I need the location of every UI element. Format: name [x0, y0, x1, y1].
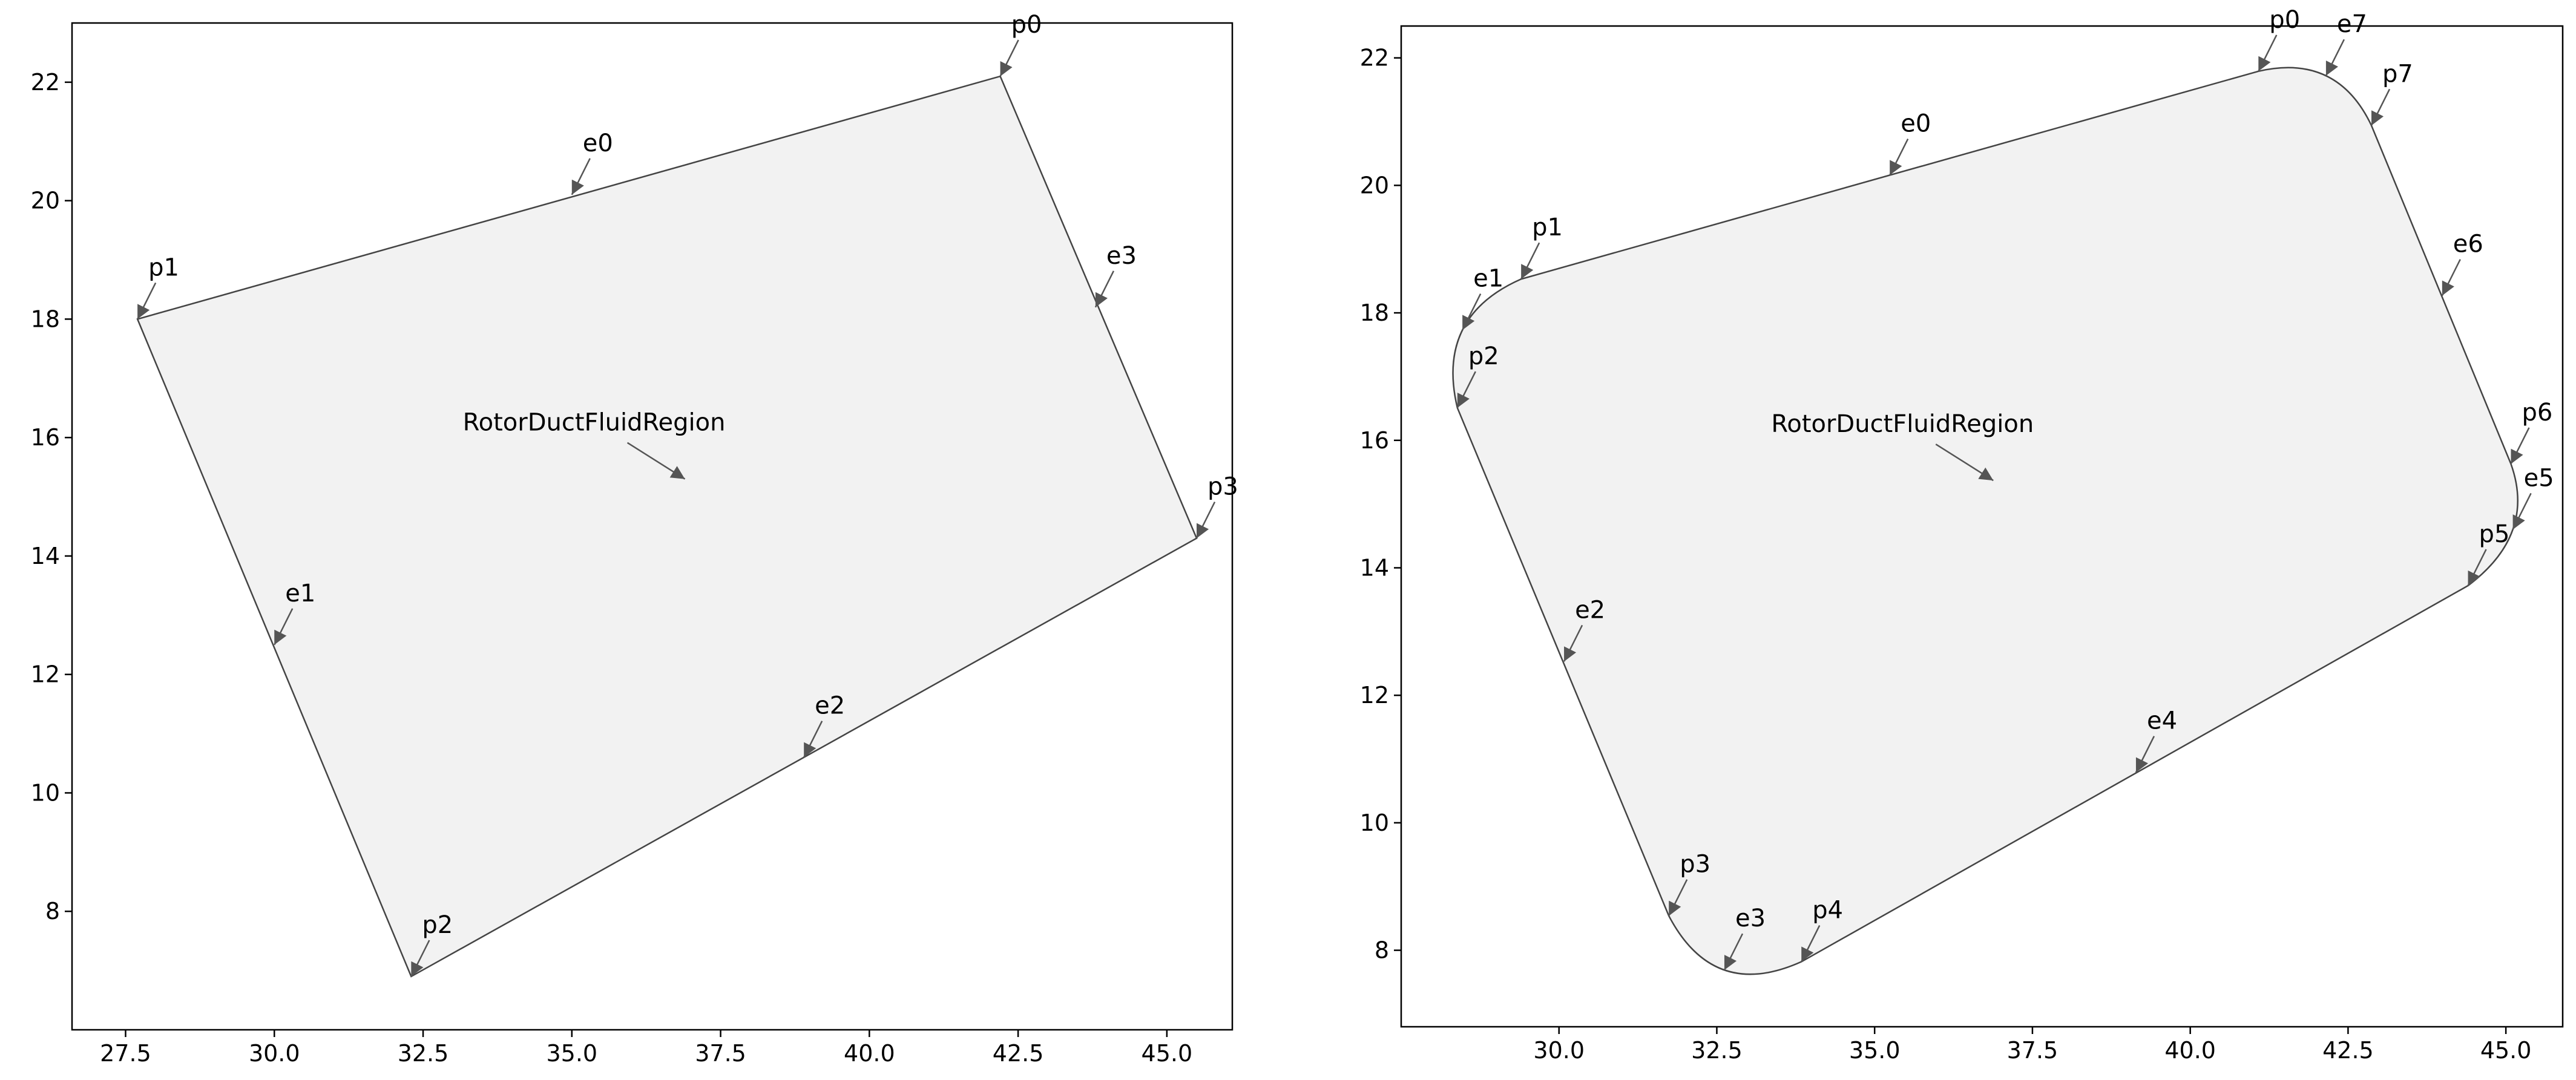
edge-label: e2 [815, 692, 845, 720]
y-tick-label: 10 [1360, 810, 1389, 836]
point-label: p3 [1208, 473, 1238, 501]
edge-label: e6 [2453, 231, 2483, 258]
region-label: RotorDuctFluidRegion [1771, 410, 2034, 438]
x-tick-label: 42.5 [2322, 1037, 2374, 1064]
y-tick-label: 10 [31, 779, 60, 806]
edge-arrow [1563, 624, 1583, 662]
x-tick-label: 40.0 [2164, 1037, 2216, 1064]
point-arrow [1456, 371, 1476, 408]
edge-arrow [1462, 293, 1482, 331]
y-tick-label: 14 [1360, 554, 1389, 581]
region-arrow [1935, 443, 1994, 482]
edge-label: e4 [2147, 707, 2177, 735]
point-arrow [2510, 427, 2530, 465]
edge-label: e2 [1575, 596, 1605, 624]
x-tick-label: 32.5 [1691, 1037, 1743, 1064]
region-arrow [626, 442, 686, 480]
y-tick-label: 12 [31, 661, 60, 688]
y-tick-label: 22 [31, 69, 60, 96]
point-arrow [2467, 549, 2487, 586]
point-arrow [2258, 34, 2278, 72]
point-arrow [1668, 879, 1688, 917]
point-label: p1 [1532, 214, 1563, 241]
point-label: p2 [422, 911, 453, 939]
point-arrow [999, 39, 1019, 77]
edge-label: e0 [1901, 110, 1931, 138]
x-tick-label: 30.0 [249, 1040, 300, 1067]
point-arrow [1195, 502, 1216, 539]
x-tick-label: 42.5 [993, 1040, 1044, 1067]
y-tick-label: 14 [31, 543, 60, 569]
x-tick-label: 45.0 [2480, 1037, 2532, 1064]
point-label: p0 [1011, 11, 1042, 39]
y-tick-label: 20 [31, 188, 60, 214]
edge-label: e5 [2524, 464, 2554, 492]
axes-frame [71, 22, 1234, 1031]
point-arrow [2370, 88, 2391, 126]
x-tick-label: 37.5 [695, 1040, 746, 1067]
edge-arrow [571, 158, 591, 195]
edge-arrow [2441, 259, 2461, 296]
edge-arrow [2512, 493, 2532, 530]
edge-label: e1 [285, 580, 315, 607]
point-arrow [1520, 242, 1540, 280]
y-tick-label: 8 [45, 898, 60, 925]
region-shape [1452, 67, 2518, 975]
point-label: p6 [2522, 399, 2552, 427]
point-arrow [137, 282, 157, 319]
edge-label: e3 [1735, 905, 1766, 932]
x-tick-label: 35.0 [1849, 1037, 1901, 1064]
edge-label: e3 [1106, 242, 1137, 270]
x-tick-label: 27.5 [100, 1040, 151, 1067]
edge-arrow [1889, 138, 1909, 176]
point-label: p3 [1680, 851, 1710, 879]
edge-arrow [274, 608, 294, 646]
edge-label: e0 [583, 129, 613, 157]
point-label: p0 [2269, 6, 2300, 34]
edge-arrow [1094, 270, 1115, 308]
point-arrow [1801, 925, 1821, 963]
point-label: p2 [1468, 342, 1499, 370]
edge-arrow [2135, 736, 2155, 773]
point-label: p4 [1812, 897, 1843, 925]
edge-arrow [2325, 39, 2345, 76]
y-tick-label: 20 [1360, 172, 1389, 198]
y-tick-label: 18 [31, 306, 60, 332]
y-tick-label: 16 [1360, 427, 1389, 454]
x-tick-label: 45.0 [1142, 1040, 1193, 1067]
x-tick-label: 35.0 [546, 1040, 597, 1067]
y-tick-label: 12 [1360, 682, 1389, 709]
y-tick-label: 16 [31, 424, 60, 451]
x-tick-label: 40.0 [844, 1040, 895, 1067]
y-tick-label: 22 [1360, 45, 1389, 71]
y-tick-label: 18 [1360, 299, 1389, 326]
edge-label: e1 [1473, 265, 1503, 293]
point-label: p7 [2382, 60, 2413, 88]
y-tick-label: 8 [1375, 937, 1389, 964]
edge-arrow [1723, 933, 1744, 970]
point-arrow [410, 940, 430, 977]
edge-label: e7 [2337, 10, 2367, 38]
x-tick-label: 32.5 [398, 1040, 449, 1067]
region-shape [136, 75, 1198, 978]
point-label: p5 [2479, 520, 2510, 548]
point-label: p1 [148, 254, 179, 281]
edge-arrow [803, 721, 823, 758]
region-label: RotorDuctFluidRegion [463, 409, 726, 437]
axes-frame [1400, 25, 2564, 1028]
x-tick-label: 30.0 [1533, 1037, 1585, 1064]
x-tick-label: 37.5 [2007, 1037, 2058, 1064]
